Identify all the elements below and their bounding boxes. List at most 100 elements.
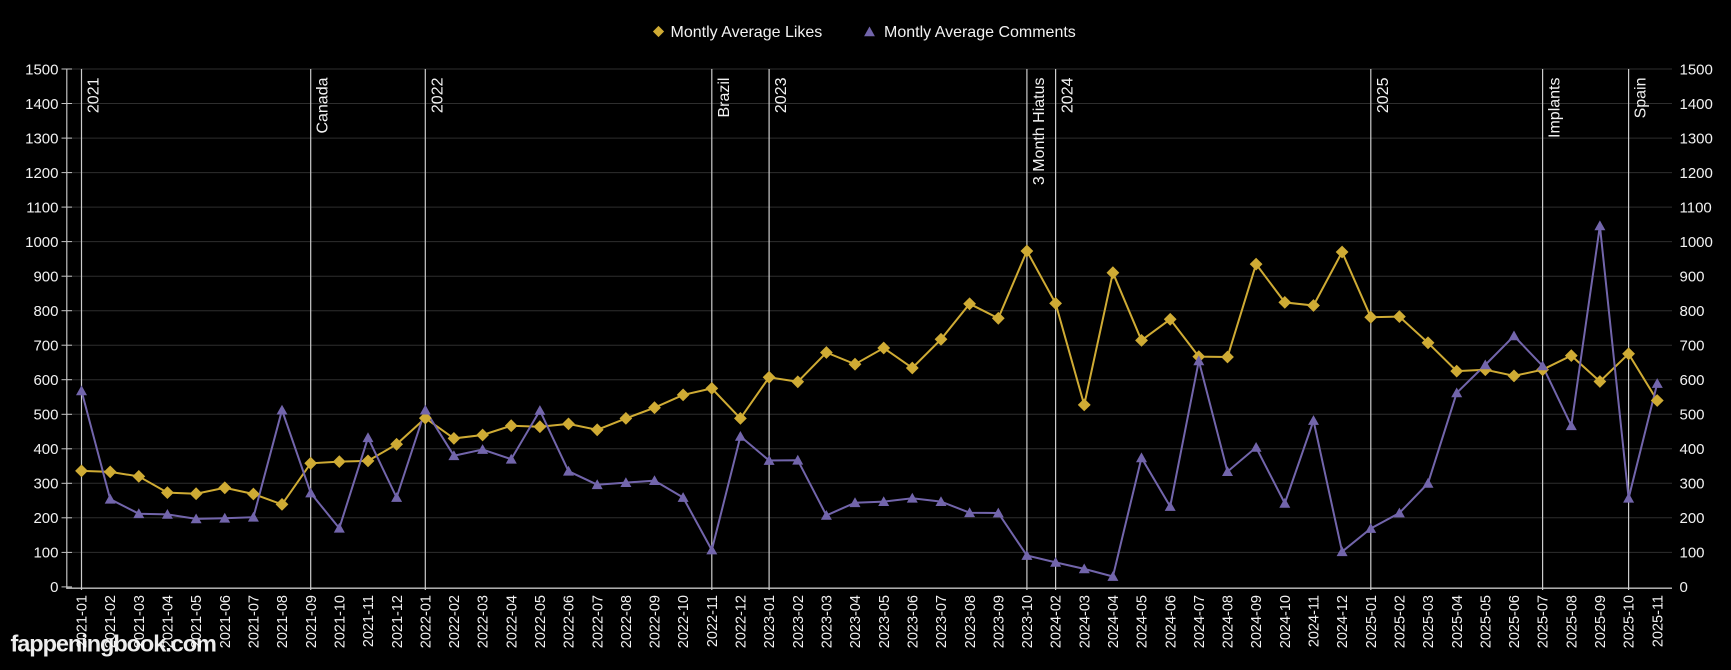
- svg-text:2024-02: 2024-02: [1049, 595, 1065, 648]
- svg-text:2024-05: 2024-05: [1135, 595, 1151, 648]
- svg-text:2024-09: 2024-09: [1249, 595, 1265, 648]
- svg-text:2025-04: 2025-04: [1450, 595, 1466, 648]
- svg-text:2022-08: 2022-08: [619, 595, 635, 648]
- svg-text:Brazil: Brazil: [716, 78, 733, 118]
- svg-text:700: 700: [33, 338, 58, 355]
- svg-text:2022-07: 2022-07: [590, 595, 606, 648]
- svg-text:2025-10: 2025-10: [1622, 595, 1638, 648]
- svg-text:2024-06: 2024-06: [1163, 595, 1179, 648]
- svg-text:2022-09: 2022-09: [648, 595, 664, 648]
- svg-text:1300: 1300: [1680, 130, 1713, 147]
- svg-text:2023: 2023: [773, 77, 790, 113]
- svg-text:2023-09: 2023-09: [991, 595, 1007, 648]
- svg-text:1400: 1400: [25, 96, 58, 113]
- svg-text:2022-04: 2022-04: [504, 595, 520, 648]
- svg-text:2025-03: 2025-03: [1421, 595, 1437, 648]
- svg-text:2022-11: 2022-11: [705, 595, 721, 647]
- svg-text:1500: 1500: [1680, 61, 1713, 78]
- svg-text:2021-08: 2021-08: [275, 595, 291, 648]
- svg-text:2025-01: 2025-01: [1364, 595, 1380, 648]
- svg-text:2021-05: 2021-05: [189, 595, 205, 648]
- svg-text:500: 500: [33, 407, 58, 424]
- svg-text:2025-08: 2025-08: [1564, 595, 1580, 648]
- svg-text:600: 600: [1680, 372, 1705, 389]
- svg-text:100: 100: [1680, 545, 1705, 562]
- svg-text:2022-01: 2022-01: [418, 595, 434, 648]
- svg-text:300: 300: [1680, 476, 1705, 493]
- svg-text:400: 400: [1680, 441, 1705, 458]
- svg-text:1100: 1100: [26, 199, 58, 216]
- svg-text:100: 100: [33, 545, 58, 562]
- svg-text:2023-05: 2023-05: [877, 595, 893, 648]
- svg-text:2023-04: 2023-04: [848, 595, 864, 648]
- svg-text:2021-09: 2021-09: [304, 595, 320, 648]
- svg-text:800: 800: [1680, 303, 1705, 320]
- svg-text:2022-02: 2022-02: [447, 595, 463, 648]
- svg-text:2021: 2021: [86, 77, 103, 113]
- svg-text:2022-05: 2022-05: [533, 595, 549, 648]
- svg-text:0: 0: [1680, 579, 1688, 596]
- svg-text:2025-06: 2025-06: [1507, 595, 1523, 648]
- svg-text:2023-10: 2023-10: [1020, 595, 1036, 648]
- svg-text:1200: 1200: [25, 165, 58, 182]
- svg-text:Canada: Canada: [315, 77, 332, 133]
- svg-text:800: 800: [33, 303, 58, 320]
- svg-text:900: 900: [33, 269, 58, 286]
- svg-text:2025-05: 2025-05: [1478, 595, 1494, 648]
- svg-text:2024-04: 2024-04: [1106, 595, 1122, 648]
- svg-text:1000: 1000: [1680, 234, 1713, 251]
- svg-text:900: 900: [1680, 269, 1705, 286]
- svg-text:2024-08: 2024-08: [1221, 595, 1237, 648]
- svg-text:2022-06: 2022-06: [562, 595, 578, 648]
- svg-text:Implants: Implants: [1547, 78, 1564, 138]
- svg-text:2021-07: 2021-07: [247, 595, 263, 648]
- svg-text:400: 400: [33, 441, 58, 458]
- svg-text:Montly Average Comments: Montly Average Comments: [884, 24, 1076, 41]
- svg-text:2023-06: 2023-06: [905, 595, 921, 648]
- svg-text:1200: 1200: [1680, 165, 1713, 182]
- svg-text:0: 0: [50, 579, 58, 596]
- svg-text:2024-03: 2024-03: [1077, 595, 1093, 648]
- svg-text:2021-11: 2021-11: [361, 595, 377, 647]
- svg-text:2021-01: 2021-01: [75, 595, 91, 648]
- svg-text:200: 200: [33, 510, 58, 527]
- svg-text:Montly Average Likes: Montly Average Likes: [671, 24, 823, 41]
- svg-text:2022-12: 2022-12: [734, 595, 750, 648]
- svg-text:600: 600: [33, 372, 58, 389]
- svg-text:2024: 2024: [1060, 77, 1077, 113]
- svg-text:2024-10: 2024-10: [1278, 595, 1294, 648]
- svg-text:fappeningbook.com: fappeningbook.com: [11, 631, 217, 657]
- svg-text:700: 700: [1680, 338, 1705, 355]
- svg-text:2021-06: 2021-06: [218, 595, 234, 648]
- svg-text:Spain: Spain: [1633, 78, 1650, 119]
- svg-text:2022: 2022: [429, 77, 446, 113]
- svg-text:2024-12: 2024-12: [1335, 595, 1351, 648]
- svg-text:2025-02: 2025-02: [1393, 595, 1409, 648]
- svg-text:2023-02: 2023-02: [791, 595, 807, 648]
- svg-text:2023-03: 2023-03: [820, 595, 836, 648]
- svg-text:2025-11: 2025-11: [1650, 595, 1666, 647]
- svg-text:2023-07: 2023-07: [934, 595, 950, 648]
- svg-text:2024-07: 2024-07: [1192, 595, 1208, 648]
- svg-text:1500: 1500: [25, 61, 58, 78]
- svg-text:2021-10: 2021-10: [332, 595, 348, 648]
- svg-text:1100: 1100: [1680, 199, 1712, 216]
- svg-text:2025-09: 2025-09: [1593, 595, 1609, 648]
- svg-text:2021-03: 2021-03: [132, 595, 148, 648]
- svg-text:2025-07: 2025-07: [1536, 595, 1552, 648]
- svg-text:200: 200: [1680, 510, 1705, 527]
- svg-text:300: 300: [33, 476, 58, 493]
- svg-text:2021-12: 2021-12: [390, 595, 406, 648]
- svg-text:2024-11: 2024-11: [1307, 595, 1323, 647]
- svg-text:2021-04: 2021-04: [161, 595, 177, 648]
- svg-text:2022-10: 2022-10: [676, 595, 692, 648]
- svg-text:500: 500: [1680, 407, 1705, 424]
- svg-text:2025: 2025: [1375, 77, 1392, 113]
- svg-text:2022-03: 2022-03: [476, 595, 492, 648]
- svg-text:1000: 1000: [25, 234, 58, 251]
- svg-text:3 Month Hiatus: 3 Month Hiatus: [1031, 78, 1048, 186]
- svg-text:1400: 1400: [1680, 96, 1713, 113]
- svg-text:2021-02: 2021-02: [103, 595, 119, 648]
- svg-text:2023-08: 2023-08: [963, 595, 979, 648]
- svg-text:2023-01: 2023-01: [762, 595, 778, 648]
